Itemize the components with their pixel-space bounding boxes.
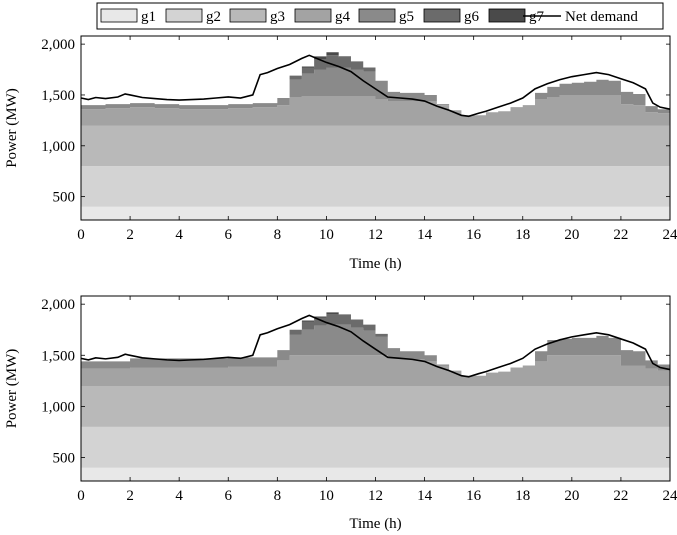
x-tick-label: 4: [175, 227, 183, 243]
legend-label-g7: g7: [529, 9, 545, 25]
area-g3: [81, 125, 670, 167]
x-tick-label: 6: [225, 227, 233, 243]
chart-top: 0 2 4 6 8 10 12 14 16 18 20 22 245001,0001,5002,000T…: [4, 35, 677, 272]
legend: g1 g2 g3 g4 g5 g6 g7 Net demand: [96, 2, 664, 30]
x-tick-label: 24: [663, 227, 677, 243]
legend-label-g2: g2: [206, 9, 221, 25]
x-tick-label: 8: [274, 227, 282, 243]
x-tick-label: 0: [77, 488, 85, 504]
legend-swatch-g7: [488, 8, 526, 23]
area-g2: [81, 426, 670, 468]
y-tick-label: 2,000: [41, 297, 75, 313]
y-tick-label: 1,500: [41, 88, 75, 104]
y-axis-label: Power (MW): [4, 88, 20, 168]
x-tick-label: 6: [225, 488, 233, 504]
x-tick-label: 16: [466, 488, 482, 504]
x-tick-label: 20: [564, 488, 579, 504]
x-tick-label: 18: [515, 227, 530, 243]
x-tick-label: 2: [126, 488, 134, 504]
area-g6: [81, 314, 670, 376]
net-demand-line: [80, 54, 671, 118]
legend-label-net-demand: Net demand: [565, 9, 638, 25]
legend-label-g1: g1: [141, 9, 156, 25]
x-tick-label: 22: [613, 488, 628, 504]
area-g5: [81, 324, 670, 376]
x-tick-label: 12: [368, 227, 383, 243]
x-tick-label: 24: [663, 488, 677, 504]
legend-label-g6: g6: [464, 9, 480, 25]
y-tick-label: 500: [53, 450, 76, 466]
x-axis-label: Time (h): [349, 516, 401, 532]
area-g2: [81, 166, 670, 207]
legend-swatch-g6: [423, 8, 461, 23]
y-tick-label: 1,000: [41, 139, 75, 155]
x-tick-label: 4: [175, 488, 183, 504]
legend-label-g5: g5: [399, 9, 414, 25]
x-axis-label: Time (h): [349, 256, 401, 272]
y-axis-label: Power (MW): [4, 349, 20, 429]
area-g3: [81, 385, 670, 427]
chart-bottom: 0 2 4 6 8 10 12 14 16 18 20 22 245001,0001,5002,000T…: [4, 295, 677, 532]
legend-swatch-g4: [294, 8, 332, 23]
x-tick-label: 0: [77, 227, 85, 243]
x-tick-label: 14: [417, 227, 433, 243]
y-tick-label: 2,000: [41, 37, 75, 53]
x-tick-label: 16: [466, 227, 482, 243]
x-tick-label: 20: [564, 227, 579, 243]
x-tick-label: 18: [515, 488, 530, 504]
x-tick-label: 22: [613, 227, 628, 243]
net-demand-line: [80, 314, 671, 378]
area-g4: [81, 94, 670, 126]
x-tick-label: 10: [319, 227, 334, 243]
legend-swatch-g3: [229, 8, 267, 23]
x-tick-label: 14: [417, 488, 433, 504]
x-tick-label: 2: [126, 227, 134, 243]
area-g4: [81, 355, 670, 386]
legend-swatch-g2: [165, 8, 203, 23]
legend-label-g4: g4: [335, 9, 351, 25]
x-tick-label: 12: [368, 488, 383, 504]
x-tick-label: 10: [319, 488, 334, 504]
legend-swatch-g5: [358, 8, 396, 23]
x-tick-label: 8: [274, 488, 282, 504]
legend-label-g3: g3: [270, 9, 285, 25]
y-tick-label: 1,000: [41, 399, 75, 415]
y-tick-label: 500: [53, 190, 76, 206]
legend-swatch-g1: [100, 8, 138, 23]
y-tick-label: 1,500: [41, 348, 75, 364]
area-g5: [81, 67, 670, 116]
